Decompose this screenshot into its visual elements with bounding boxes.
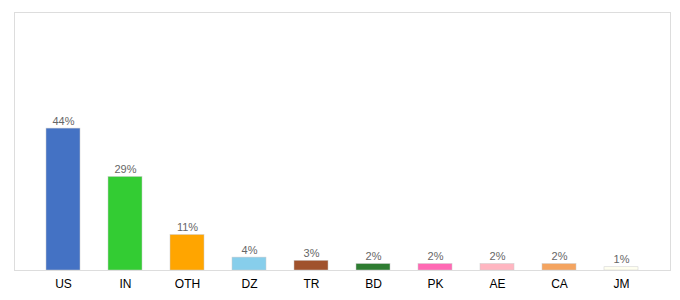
- svg-text:OTH: OTH: [175, 277, 200, 291]
- svg-text:IN: IN: [120, 277, 132, 291]
- svg-text:JM: JM: [614, 277, 630, 291]
- svg-text:11%: 11%: [177, 221, 198, 233]
- svg-text:44%: 44%: [52, 115, 74, 127]
- svg-text:2%: 2%: [490, 250, 506, 262]
- svg-text:US: US: [55, 277, 72, 291]
- svg-text:BD: BD: [365, 277, 382, 291]
- svg-text:CA: CA: [551, 277, 568, 291]
- svg-text:TR: TR: [304, 277, 320, 291]
- svg-text:3%: 3%: [304, 247, 320, 259]
- svg-text:AE: AE: [489, 277, 505, 291]
- svg-text:29%: 29%: [114, 163, 136, 175]
- svg-text:2%: 2%: [428, 250, 444, 262]
- svg-text:1%: 1%: [614, 253, 630, 265]
- svg-text:DZ: DZ: [242, 277, 258, 291]
- svg-text:2%: 2%: [552, 250, 568, 262]
- svg-text:PK: PK: [427, 277, 443, 291]
- svg-text:2%: 2%: [366, 250, 382, 262]
- svg-text:4%: 4%: [242, 244, 258, 256]
